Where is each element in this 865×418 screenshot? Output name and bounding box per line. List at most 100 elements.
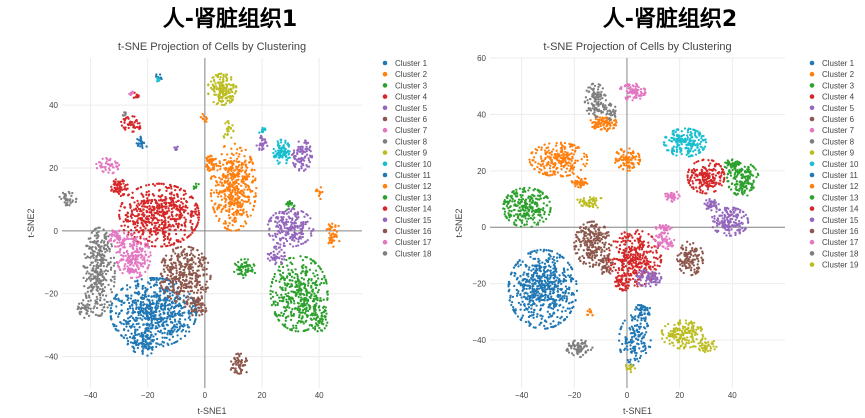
data-point xyxy=(321,270,324,274)
data-point xyxy=(231,185,234,189)
data-point xyxy=(98,293,102,297)
data-point xyxy=(244,148,247,152)
data-point xyxy=(314,325,317,328)
data-point xyxy=(243,155,246,158)
data-point xyxy=(239,224,243,228)
data-point xyxy=(196,216,200,219)
data-point xyxy=(228,198,232,201)
data-point xyxy=(168,265,171,269)
data-point xyxy=(213,93,216,96)
data-point xyxy=(292,326,295,330)
data-point xyxy=(192,185,195,188)
data-point xyxy=(86,266,89,269)
data-point xyxy=(140,229,143,232)
data-point xyxy=(152,324,155,327)
data-point xyxy=(106,300,109,304)
data-point xyxy=(190,308,193,311)
data-point xyxy=(169,244,172,247)
data-point xyxy=(335,235,338,238)
data-point xyxy=(159,290,162,293)
data-point xyxy=(147,183,151,186)
data-point xyxy=(213,211,216,214)
data-point xyxy=(108,247,111,251)
data-point xyxy=(176,226,180,229)
y-tick-label: −40 xyxy=(44,353,58,362)
data-point xyxy=(132,223,135,226)
data-point xyxy=(230,191,234,194)
data-point xyxy=(123,206,127,209)
data-point xyxy=(306,314,310,317)
data-point xyxy=(226,173,230,176)
data-point xyxy=(285,316,288,319)
data-point xyxy=(204,307,207,310)
data-point xyxy=(233,358,237,361)
data-point xyxy=(195,286,198,289)
data-point xyxy=(244,357,248,360)
data-point xyxy=(300,265,304,268)
data-point xyxy=(142,337,145,341)
data-point xyxy=(190,210,193,213)
data-point xyxy=(157,317,161,320)
data-point xyxy=(107,240,111,243)
data-point xyxy=(238,152,241,156)
data-point xyxy=(236,174,240,178)
data-point xyxy=(135,95,138,98)
data-point xyxy=(287,291,290,295)
data-point xyxy=(190,256,193,260)
data-point xyxy=(99,280,102,283)
data-point xyxy=(58,195,61,199)
data-point xyxy=(89,240,92,244)
data-point xyxy=(276,159,279,162)
data-point xyxy=(287,207,291,211)
data-point xyxy=(163,270,166,273)
data-point xyxy=(222,74,225,77)
data-point xyxy=(176,208,180,212)
data-point xyxy=(558,274,561,277)
data-point xyxy=(201,117,205,121)
data-point xyxy=(320,277,324,281)
data-point xyxy=(186,257,189,261)
data-point xyxy=(150,200,154,203)
data-point xyxy=(224,174,227,178)
data-point xyxy=(113,262,116,265)
data-point xyxy=(251,161,254,164)
data-point xyxy=(301,152,304,156)
data-point xyxy=(139,264,143,267)
data-point xyxy=(251,175,255,178)
data-point xyxy=(294,268,297,271)
cluster-points-5 xyxy=(173,134,315,248)
data-point xyxy=(291,308,294,311)
data-point xyxy=(124,219,128,222)
data-point xyxy=(246,268,249,272)
data-point xyxy=(319,186,323,189)
data-point xyxy=(182,193,185,197)
data-point xyxy=(244,185,247,189)
data-point xyxy=(234,229,238,232)
data-point xyxy=(309,150,312,153)
data-point xyxy=(126,288,129,291)
data-point xyxy=(223,226,227,229)
data-point xyxy=(150,347,154,350)
data-point xyxy=(229,216,232,219)
data-point xyxy=(116,161,119,165)
data-point xyxy=(557,323,560,326)
data-point xyxy=(140,209,143,213)
data-point xyxy=(290,275,294,278)
data-point xyxy=(139,253,143,256)
data-point xyxy=(190,213,193,217)
data-point xyxy=(568,263,571,266)
data-point xyxy=(198,314,201,317)
data-point xyxy=(287,220,290,224)
data-point xyxy=(83,316,86,320)
data-point xyxy=(278,146,281,150)
data-point xyxy=(163,216,166,219)
data-point xyxy=(243,261,246,264)
data-point xyxy=(98,314,101,317)
legend-marker xyxy=(382,60,388,66)
data-point xyxy=(213,203,216,206)
data-point xyxy=(131,123,134,126)
data-point xyxy=(308,324,311,327)
data-point xyxy=(549,274,552,277)
data-point xyxy=(150,317,153,320)
